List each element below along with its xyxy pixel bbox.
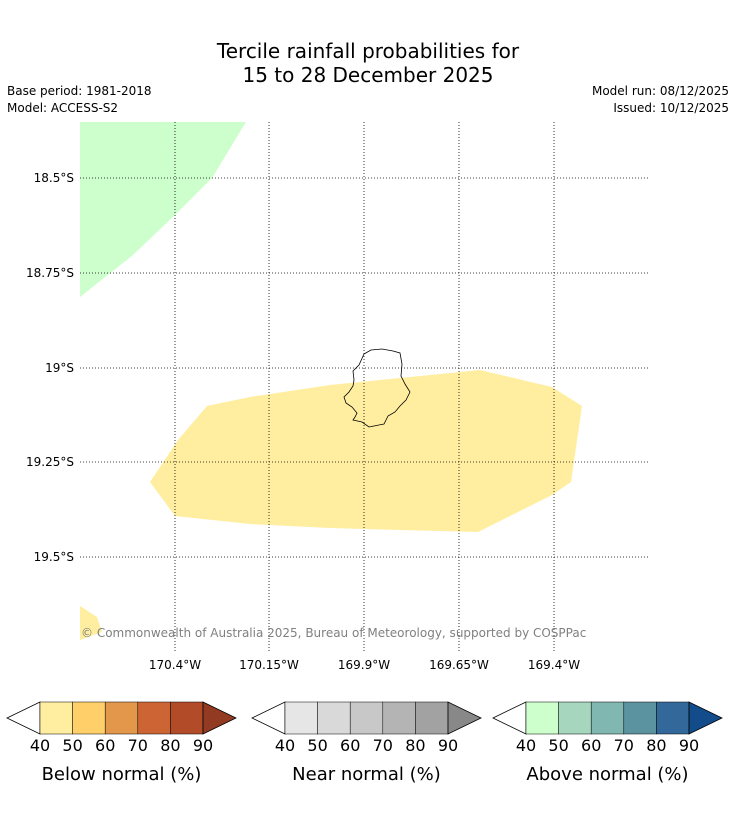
near-normal-swatch-4 xyxy=(382,701,416,735)
near-normal-title: Near normal (%) xyxy=(292,764,441,785)
near-normal-tick-40: 40 xyxy=(275,736,295,755)
base-period: Base period: 1981-2018 xyxy=(7,84,152,98)
near-normal-tick-80: 80 xyxy=(405,736,425,755)
lat-label-18-5: 18.5°S xyxy=(34,171,74,185)
title-line-2: 15 to 28 December 2025 xyxy=(242,63,494,87)
legend-near-normal: 40 50 60 70 80 90 Near normal (%) xyxy=(251,701,482,785)
above-normal-tick-90: 90 xyxy=(679,736,699,755)
below-normal-swatch-4 xyxy=(137,701,171,735)
above-normal-tick-50: 50 xyxy=(548,736,568,755)
below-normal-swatch-over xyxy=(202,701,237,735)
near-normal-swatch-2 xyxy=(317,701,351,735)
near-normal-swatch-under xyxy=(251,701,286,735)
near-normal-tick-60: 60 xyxy=(340,736,360,755)
above-normal-tick-60: 60 xyxy=(581,736,601,755)
lat-label-18-75: 18.75°S xyxy=(26,266,74,280)
issued-date: Issued: 10/12/2025 xyxy=(613,101,729,115)
below-normal-swatch-2 xyxy=(72,701,106,735)
below-normal-tick-70: 70 xyxy=(128,736,148,755)
near-normal-swatch-3 xyxy=(349,701,384,735)
meta-right: Model run: 08/12/2025 Issued: 10/12/2025 xyxy=(592,83,729,117)
legend-below-normal: 40 50 60 70 80 90 Below normal (%) xyxy=(6,701,237,785)
below-normal-tick-50: 50 xyxy=(62,736,82,755)
above-normal-swatch-under xyxy=(492,701,527,735)
near-normal-swatch-5 xyxy=(415,701,449,735)
below-normal-region xyxy=(150,370,582,532)
near-normal-swatch-1 xyxy=(284,701,318,735)
above-normal-swatch-1 xyxy=(525,701,559,735)
below-normal-swatch-under xyxy=(6,701,41,735)
island-outline xyxy=(343,348,411,428)
title-line-1: Tercile rainfall probabilities for xyxy=(216,39,520,63)
legend-above-normal: 40 50 60 70 80 90 Above normal (%) xyxy=(492,701,723,785)
below-normal-swatch-1 xyxy=(39,701,73,735)
lat-label-19-25: 19.25°S xyxy=(26,455,74,469)
above-normal-swatch-over xyxy=(688,701,723,735)
below-normal-tick-60: 60 xyxy=(95,736,115,755)
above-normal-tick-70: 70 xyxy=(614,736,634,755)
lon-label-169-4: 169.4°W xyxy=(528,658,580,672)
lon-label-170-15: 170.15°W xyxy=(239,658,299,672)
above-normal-swatch-5 xyxy=(656,701,690,735)
lon-label-170-4: 170.4°W xyxy=(149,658,201,672)
above-normal-swatch-3 xyxy=(590,701,625,735)
above-normal-tick-40: 40 xyxy=(516,736,536,755)
near-normal-tick-90: 90 xyxy=(438,736,458,755)
below-normal-swatch-5 xyxy=(170,701,204,735)
above-normal-region xyxy=(80,122,246,297)
near-normal-swatch-over xyxy=(447,701,482,735)
below-normal-tick-40: 40 xyxy=(30,736,50,755)
lon-label-169-9: 169.9°W xyxy=(338,658,390,672)
above-normal-tick-80: 80 xyxy=(646,736,666,755)
near-normal-tick-70: 70 xyxy=(373,736,393,755)
below-normal-title: Below normal (%) xyxy=(42,764,202,785)
below-normal-tick-90: 90 xyxy=(193,736,213,755)
above-normal-title: Above normal (%) xyxy=(526,764,688,785)
lat-label-19-5: 19.5°S xyxy=(34,550,74,564)
below-normal-swatch-3 xyxy=(104,701,139,735)
lon-label-169-65: 169.65°W xyxy=(429,658,489,672)
copyright-notice: © Commonwealth of Australia 2025, Bureau… xyxy=(81,626,586,640)
below-normal-region-corner xyxy=(80,606,102,640)
model-name: Model: ACCESS-S2 xyxy=(7,101,119,115)
model-run: Model run: 08/12/2025 xyxy=(591,84,729,98)
above-normal-swatch-2 xyxy=(558,701,592,735)
near-normal-tick-50: 50 xyxy=(307,736,327,755)
meta-left: Base period: 1981-2018 Model: ACCESS-S2 xyxy=(7,83,152,117)
graticule xyxy=(80,122,650,652)
below-normal-tick-80: 80 xyxy=(160,736,180,755)
lat-label-19: 19°S xyxy=(45,361,74,375)
above-normal-swatch-4 xyxy=(623,701,657,735)
